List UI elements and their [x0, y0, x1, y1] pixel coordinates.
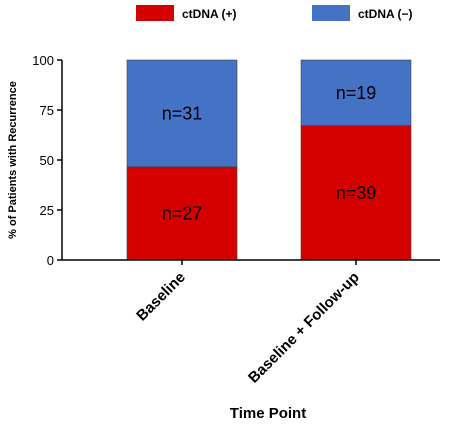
y-axis-title: % of Patients with Recurrence	[7, 81, 19, 239]
legend-label: ctDNA (−)	[358, 7, 413, 21]
data-label: n=39	[336, 183, 377, 203]
y-tick-label: 50	[40, 153, 54, 168]
data-label: n=27	[162, 203, 203, 223]
data-label: n=19	[336, 83, 377, 103]
data-label: n=31	[162, 103, 203, 123]
x-tick-label: Baseline + Follow-up	[245, 269, 363, 387]
y-tick-label: 25	[40, 203, 54, 218]
x-axis: Baseline Baseline + Follow-up	[62, 259, 440, 387]
y-axis: 0 25 50 75 100	[32, 53, 63, 268]
plot-area: n=27 n=31 n=39 n=19	[126, 59, 412, 261]
bar-ctdna-negative-1	[300, 59, 412, 126]
bar-ctdna-positive-0	[126, 166, 238, 261]
y-tick-label: 100	[32, 53, 54, 68]
bar-ctdna-negative-0	[126, 59, 238, 168]
x-axis-title: Time Point	[230, 405, 306, 422]
legend-swatch	[312, 5, 350, 21]
x-tick-label: Baseline	[133, 269, 189, 325]
legend-swatch	[136, 5, 174, 21]
legend: ctDNA (+) ctDNA (−)	[136, 5, 413, 21]
legend-label: ctDNA (+)	[182, 7, 237, 21]
y-tick-label: 0	[47, 253, 54, 268]
y-tick-label: 75	[40, 103, 54, 118]
